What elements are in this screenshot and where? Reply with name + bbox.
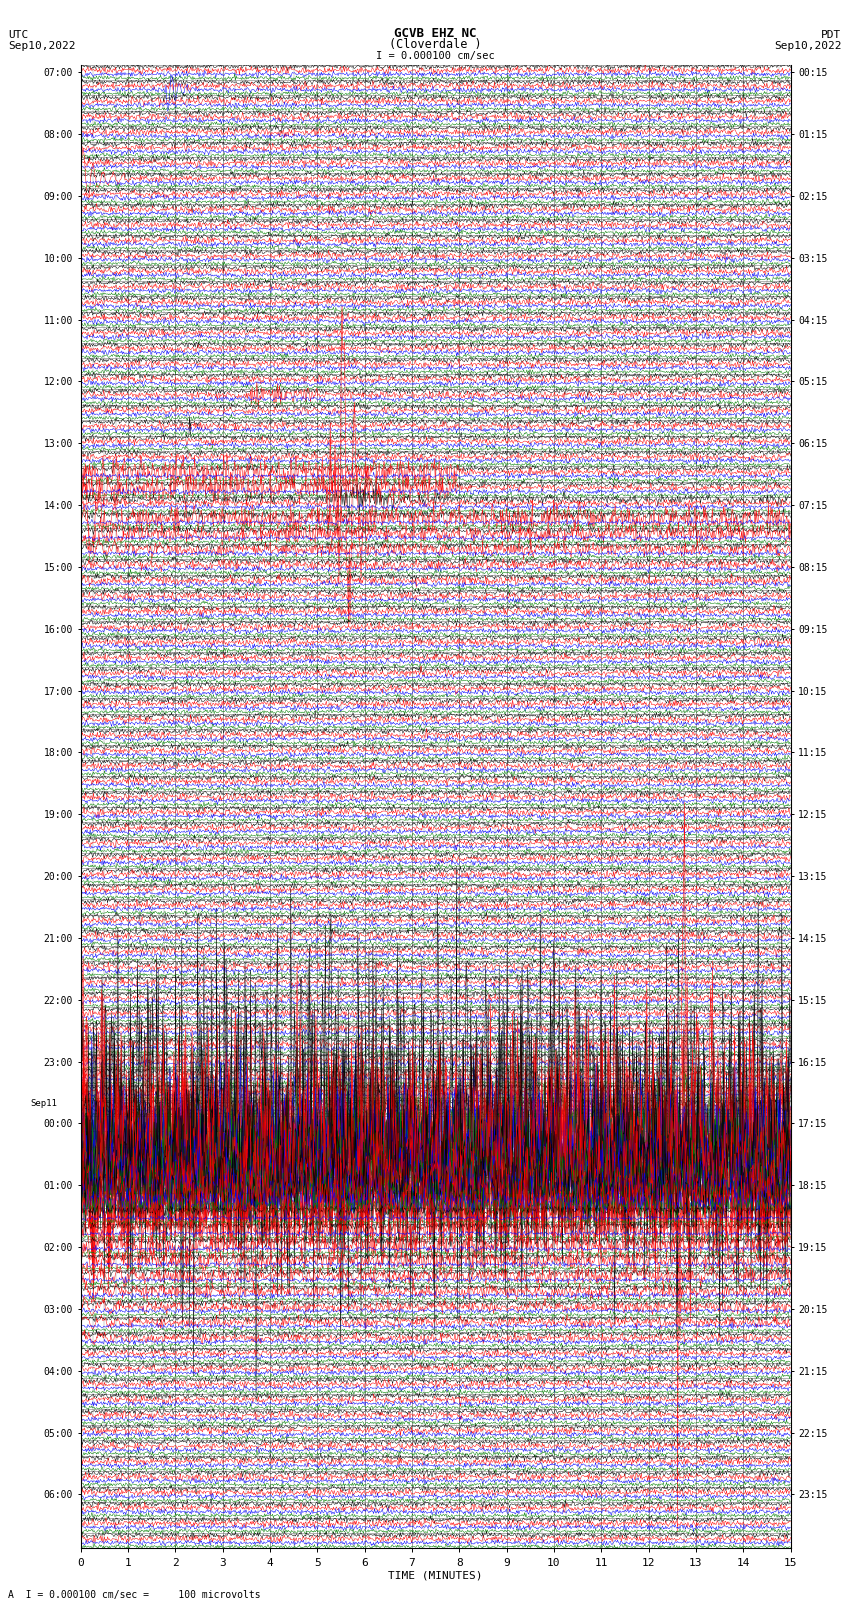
X-axis label: TIME (MINUTES): TIME (MINUTES) [388,1571,483,1581]
Text: PDT: PDT [821,29,842,39]
Text: Sep10,2022: Sep10,2022 [774,40,842,50]
Text: A  I = 0.000100 cm/sec =     100 microvolts: A I = 0.000100 cm/sec = 100 microvolts [8,1590,261,1600]
Text: Sep10,2022: Sep10,2022 [8,40,76,50]
Text: I = 0.000100 cm/sec: I = 0.000100 cm/sec [377,52,495,61]
Text: (Cloverdale ): (Cloverdale ) [389,37,482,50]
Text: UTC: UTC [8,29,29,39]
Text: GCVB EHZ NC: GCVB EHZ NC [394,26,477,39]
Text: Sep11: Sep11 [31,1098,57,1108]
